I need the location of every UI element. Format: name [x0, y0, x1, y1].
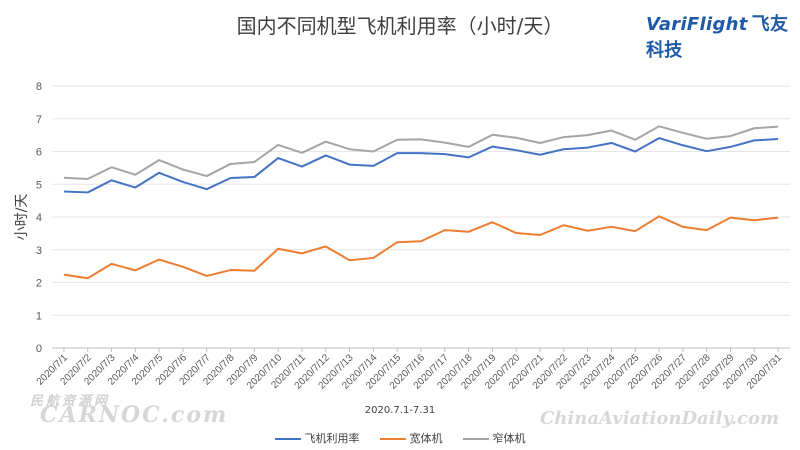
- legend-swatch: [462, 438, 489, 440]
- watermark-carnoc: CARNOC.com: [40, 402, 229, 428]
- legend-swatch: [379, 438, 406, 440]
- legend-label: 宽体机: [409, 432, 443, 445]
- legend-label: 窄体机: [492, 432, 526, 445]
- watermark-carnoc-cn: 民航资源网: [30, 394, 111, 409]
- watermark-chinaaviationdaily: ChinaAviationDaily.com: [540, 408, 780, 429]
- y-axis-title: 小时/天: [14, 194, 30, 241]
- legend-item: 宽体机: [379, 430, 443, 446]
- y-tick-label: 2: [36, 278, 42, 290]
- y-tick-label: 7: [36, 114, 42, 126]
- series-line-飞机利用率: [63, 137, 779, 194]
- legend-item: 窄体机: [462, 430, 526, 446]
- legend-item: 飞机利用率: [274, 430, 360, 446]
- y-tick-label: 5: [36, 179, 42, 191]
- brand-name-cn: 飞友科技: [646, 14, 789, 61]
- chart-title: 国内不同机型飞机利用率（小时/天）: [236, 14, 564, 38]
- y-tick-label: 4: [36, 212, 42, 224]
- y-tick-label: 1: [36, 310, 42, 322]
- y-tick-label: 8: [36, 81, 42, 93]
- y-tick-label: 3: [36, 245, 42, 257]
- series-line-宽体机: [63, 215, 779, 280]
- brand-logo: VariFlight 飞友科技: [646, 10, 800, 62]
- y-tick-label: 6: [36, 147, 42, 159]
- chart-legend: 飞机利用率 宽体机 窄体机: [0, 430, 800, 446]
- legend-swatch: [274, 438, 301, 440]
- series-line-窄体机: [63, 125, 779, 181]
- x-axis-title: 2020.7.1-7.31: [364, 405, 436, 416]
- y-tick-label: 0: [36, 343, 42, 355]
- brand-name-en: VariFlight: [646, 14, 748, 35]
- legend-label: 飞机利用率: [304, 432, 360, 445]
